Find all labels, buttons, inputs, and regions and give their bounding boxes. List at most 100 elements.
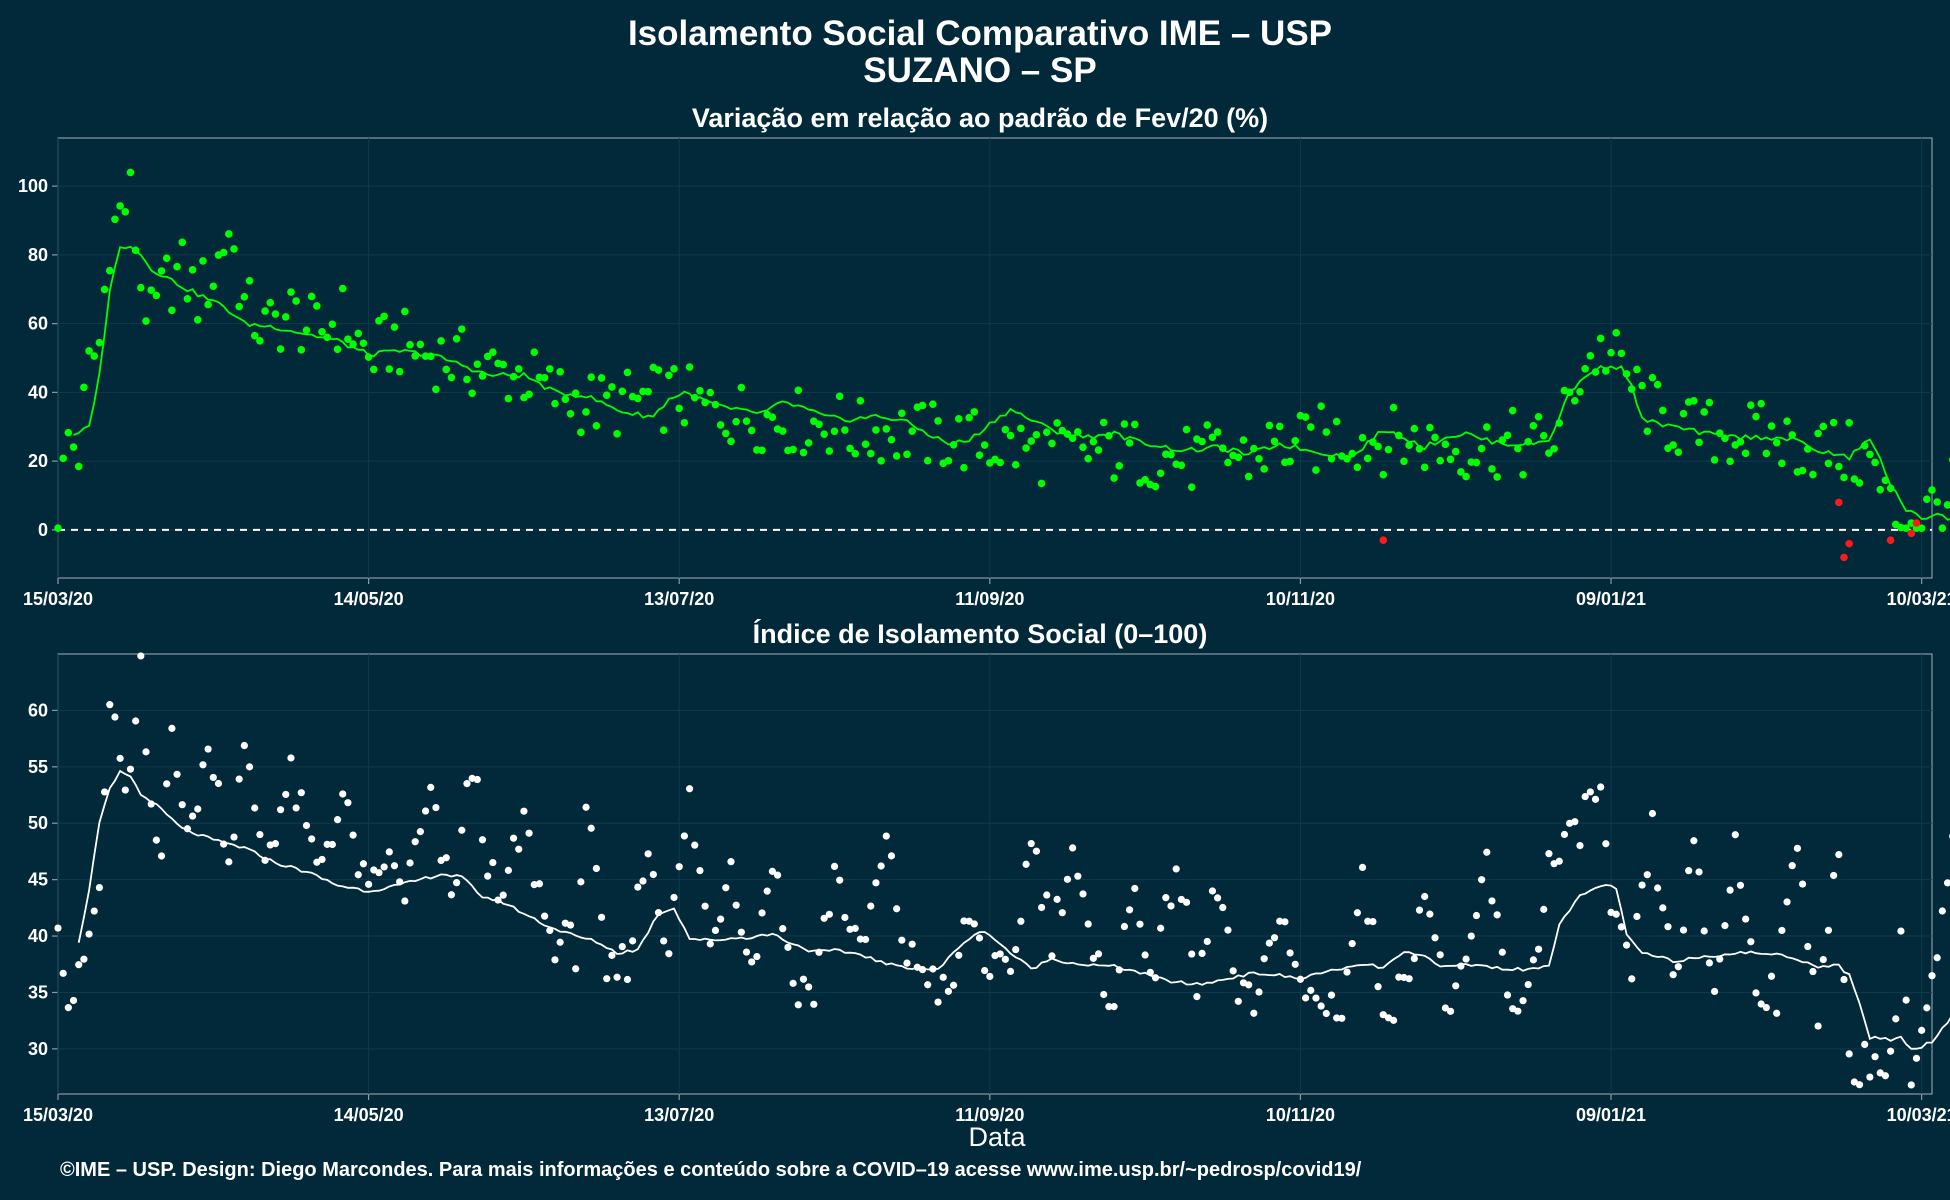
data-point (944, 987, 953, 995)
data-point (1726, 886, 1734, 894)
data-point (266, 298, 275, 307)
data-point (830, 427, 839, 436)
data-point (1845, 418, 1853, 427)
data-point (188, 266, 197, 274)
x-tick-label: 10/03/21 (1887, 589, 1950, 609)
data-point (882, 832, 890, 840)
data-point (1302, 994, 1310, 1002)
data-point (1943, 501, 1950, 509)
data-point (406, 859, 414, 867)
data-point (877, 862, 885, 870)
data-point (1327, 991, 1336, 999)
data-point (235, 302, 243, 311)
data-point (1679, 926, 1688, 934)
data-point (64, 1004, 72, 1012)
data-point (1208, 433, 1217, 442)
data-point (1819, 422, 1828, 431)
data-point (1048, 439, 1056, 448)
x-tick-label: 14/05/20 (334, 1105, 404, 1125)
data-point (1679, 409, 1688, 418)
data-point (1731, 831, 1739, 839)
data-point (406, 341, 414, 349)
data-point (660, 937, 668, 945)
data-point (784, 943, 792, 951)
data-point (908, 427, 916, 435)
data-point (1286, 949, 1294, 957)
data-point (1654, 884, 1662, 892)
data-point (1503, 431, 1512, 440)
data-point (1674, 963, 1682, 971)
data-point (696, 867, 704, 875)
data-point (178, 801, 186, 809)
data-point (613, 429, 621, 438)
data-point (1721, 922, 1729, 930)
data-point (1198, 437, 1206, 446)
data-point (359, 339, 368, 348)
data-point (1669, 971, 1677, 979)
data-point (1379, 1011, 1387, 1019)
data-point (1923, 495, 1931, 503)
data-point (1933, 954, 1941, 962)
data-point (111, 215, 119, 224)
data-point (1332, 417, 1341, 426)
data-point (970, 408, 979, 416)
data-point (1586, 352, 1595, 360)
data-point (1514, 1007, 1522, 1015)
x-tick-label: 10/11/20 (1266, 1105, 1335, 1125)
data-point (1809, 967, 1817, 976)
data-point (789, 445, 797, 454)
data-point (1933, 498, 1941, 506)
data-point (95, 883, 104, 892)
data-point (732, 417, 740, 426)
data-point (748, 958, 756, 966)
data-point (85, 347, 93, 355)
data-point (1938, 907, 1946, 915)
data-point (1265, 421, 1274, 430)
data-point (1534, 945, 1543, 953)
panel-isolation-index: 30 35 40 45 50 55 60 15/03/20 14/05/20 13/07/20 11… (23, 652, 1950, 1125)
data-point (1819, 955, 1827, 964)
data-point (245, 276, 254, 285)
data-point (623, 975, 632, 984)
data-point (504, 866, 512, 874)
data-point (1291, 437, 1300, 445)
data-point (281, 313, 290, 321)
data-point (126, 168, 135, 177)
data-point (1829, 418, 1838, 427)
footer-credit: ©IME – USP. Design: Diego Marcondes. Par… (60, 1159, 1362, 1181)
data-point (209, 773, 217, 782)
data-point (463, 375, 471, 384)
data-point (1100, 990, 1108, 999)
data-point (173, 770, 181, 778)
data-point (359, 860, 368, 868)
data-point (1203, 937, 1211, 946)
data-point (85, 930, 93, 938)
data-point (934, 998, 942, 1006)
data-point (80, 383, 88, 392)
data-point (59, 454, 67, 463)
data-point (1742, 915, 1750, 923)
data-point (556, 938, 564, 946)
data-point (1814, 1022, 1822, 1030)
data-point (194, 805, 202, 813)
data-point (1705, 398, 1714, 407)
data-point (540, 373, 549, 382)
data-point (178, 238, 187, 247)
data-point (1188, 950, 1196, 958)
data-point (1503, 991, 1512, 999)
data-point (411, 838, 419, 846)
data-point (1306, 423, 1315, 431)
data-point (1514, 444, 1522, 453)
data-point (1845, 1050, 1853, 1058)
data-point (1457, 468, 1465, 476)
data-point (670, 365, 678, 373)
data-point (820, 914, 828, 922)
data-point (1617, 349, 1626, 358)
data-point (385, 848, 393, 856)
data-point (903, 959, 911, 967)
data-point (690, 393, 699, 402)
data-point (1700, 927, 1708, 935)
data-point (1472, 911, 1481, 920)
data-point (634, 883, 642, 891)
